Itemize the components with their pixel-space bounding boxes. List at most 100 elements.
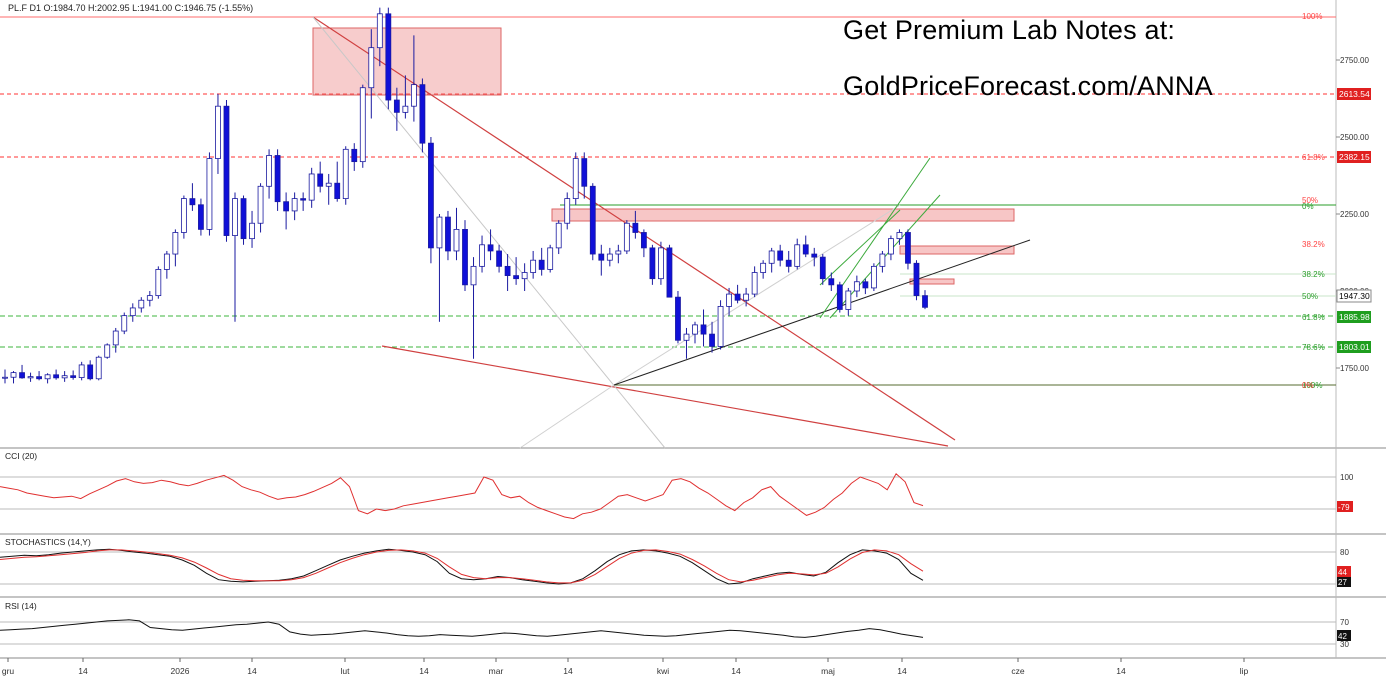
resistance-zone — [312, 27, 502, 96]
candle-body — [453, 228, 460, 252]
rsi-line — [0, 619, 924, 638]
price-tick-label: 2500.00 — [1340, 133, 1369, 142]
candle-body — [785, 259, 792, 267]
candle-body — [283, 201, 290, 212]
x-tick-label: 14 — [1116, 666, 1126, 676]
fib-label: 100% — [1302, 381, 1322, 390]
candle-body — [351, 148, 358, 163]
rsi-title: RSI (14) — [5, 601, 37, 611]
x-tick-label: 14 — [731, 666, 741, 676]
candle-body — [368, 47, 375, 89]
cci-line — [0, 473, 924, 520]
candle-body — [317, 173, 324, 187]
candle-body — [385, 13, 392, 101]
candle-body — [845, 290, 852, 310]
candle-body — [402, 105, 409, 113]
x-tick-label: 14 — [419, 666, 429, 676]
candle-body — [138, 299, 145, 309]
cci-value-label: -79 — [1338, 503, 1350, 512]
stoch-title: STOCHASTICS (14,Y) — [5, 537, 91, 547]
candle-body — [300, 198, 307, 201]
cci-value-box — [1337, 501, 1353, 512]
candle-body — [53, 374, 60, 379]
price-box — [1337, 88, 1371, 100]
fib-label: 50% — [1302, 196, 1318, 205]
candle-body — [530, 259, 537, 273]
chart-header: PL.F D1 O:1984.70 H:2002.95 L:1941.00 C:… — [8, 3, 253, 13]
candle-body — [19, 372, 25, 379]
candle-body — [291, 198, 298, 212]
rsi-value-label: 42 — [1338, 632, 1347, 641]
candle-body — [768, 250, 775, 264]
candle-body — [836, 284, 843, 310]
candle-body — [428, 142, 434, 249]
candle-body — [819, 256, 826, 280]
x-tick-label: 14 — [897, 666, 907, 676]
rsi-value-box — [1337, 630, 1351, 641]
candle-body — [155, 269, 162, 297]
candle-body — [36, 376, 42, 380]
price-box-label: 1803.01 — [1339, 342, 1370, 352]
fib-label: 0% — [1302, 381, 1314, 390]
x-tick-label: mar — [489, 666, 504, 676]
candle-body — [95, 356, 102, 380]
resistance-zone — [899, 245, 1015, 255]
x-tick-label: 14 — [247, 666, 257, 676]
candle-body — [751, 272, 758, 295]
candle-body — [470, 265, 477, 286]
candle-body — [760, 262, 767, 273]
candle-body — [87, 364, 94, 380]
candle-body — [700, 324, 707, 335]
candle-body — [564, 198, 571, 224]
candle-body — [172, 232, 179, 255]
price-box-label: 2382.15 — [1339, 152, 1370, 162]
x-tick-label: maj — [821, 666, 835, 676]
x-tick-label: 14 — [78, 666, 88, 676]
rsi-tick-label: 30 — [1340, 640, 1349, 649]
x-tick-label: kwi — [657, 666, 669, 676]
promo-line-2: GoldPriceForecast.com/ANNA — [843, 71, 1213, 101]
fib-label: 61.8% — [1302, 313, 1325, 322]
candle-body — [376, 13, 383, 49]
candle-body — [589, 185, 596, 255]
candle-body — [547, 247, 554, 270]
candle-body — [334, 182, 341, 199]
candle-body — [658, 247, 664, 280]
candle-body — [206, 158, 213, 230]
price-box — [1337, 311, 1371, 323]
trendline — [381, 345, 949, 447]
resistance-zone — [551, 208, 1015, 222]
candle-body — [27, 376, 34, 379]
price-box-label: 1885.98 — [1339, 312, 1370, 322]
candle-body — [777, 250, 784, 261]
candle-body — [215, 105, 221, 159]
candle-body — [359, 87, 366, 163]
candle-body — [632, 222, 639, 233]
candle-body — [692, 324, 698, 335]
candle-body — [2, 376, 8, 379]
candle-body — [709, 333, 715, 347]
candle-body — [496, 250, 502, 267]
x-tick-label: gru — [2, 666, 15, 676]
stoch-k-line — [0, 548, 924, 585]
price-tick-label: 2250.00 — [1340, 210, 1369, 219]
candle-body — [581, 158, 588, 187]
candle-body — [802, 244, 809, 255]
candle-body — [436, 216, 443, 249]
candle-body — [640, 232, 647, 249]
candle-body — [555, 222, 562, 249]
candle-body — [479, 244, 485, 267]
candle-body — [649, 247, 656, 280]
promo-line-1: Get Premium Lab Notes at: — [843, 15, 1176, 45]
x-tick-label: 14 — [563, 666, 573, 676]
candle-body — [325, 182, 332, 187]
price-box-label: 2613.54 — [1339, 89, 1370, 99]
stoch-k-box — [1337, 577, 1351, 587]
candle-body — [70, 375, 77, 378]
candle-body — [888, 238, 894, 255]
candle-body — [683, 333, 690, 341]
stoch-d-line — [0, 549, 924, 584]
candle-body — [146, 295, 153, 301]
stoch-d-box — [1337, 566, 1351, 577]
